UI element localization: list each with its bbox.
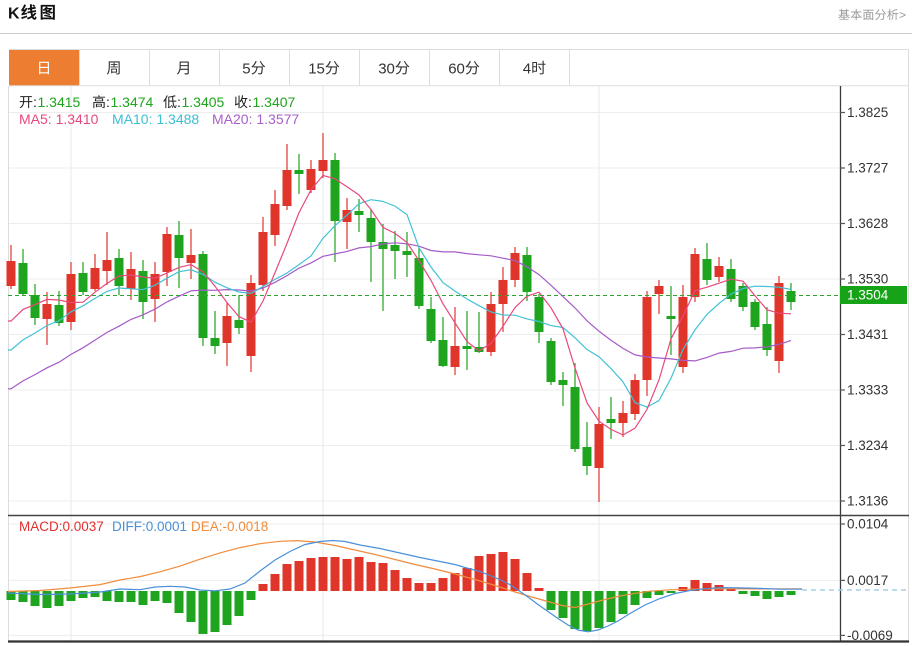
svg-text:1.3825: 1.3825 [847, 105, 888, 120]
svg-text:15: 15 [308, 60, 325, 77]
svg-text:MACD:0.0037: MACD:0.0037 [19, 519, 104, 534]
svg-text:1.3628: 1.3628 [847, 216, 888, 231]
svg-text::: : [177, 94, 181, 110]
svg-text::: : [248, 94, 252, 110]
svg-text:1.3405: 1.3405 [182, 94, 225, 110]
svg-text:1.3136: 1.3136 [847, 494, 888, 509]
svg-text:MA5: 1.3410: MA5: 1.3410 [19, 111, 99, 127]
svg-text:DIFF:0.0001: DIFF:0.0001 [112, 519, 187, 534]
svg-text:1.3431: 1.3431 [847, 327, 888, 342]
svg-text:1.3727: 1.3727 [847, 161, 888, 176]
svg-text:30: 30 [378, 60, 395, 77]
svg-text:4: 4 [523, 60, 531, 77]
svg-text:1.3474: 1.3474 [111, 94, 154, 110]
svg-text:1.3504: 1.3504 [847, 288, 889, 303]
svg-text:5: 5 [242, 60, 250, 77]
svg-text:MA10: 1.3488: MA10: 1.3488 [112, 111, 199, 127]
svg-text:0.0017: 0.0017 [847, 573, 888, 588]
svg-text:1.3333: 1.3333 [847, 383, 888, 398]
svg-text:1.3407: 1.3407 [253, 94, 296, 110]
svg-text::: : [33, 94, 37, 110]
svg-text:K: K [8, 5, 20, 22]
svg-text:60: 60 [448, 60, 465, 77]
svg-text:0.0104: 0.0104 [847, 517, 889, 532]
svg-text:1.3415: 1.3415 [38, 94, 81, 110]
svg-text:1.3530: 1.3530 [847, 272, 888, 287]
svg-text:DEA:-0.0018: DEA:-0.0018 [191, 519, 268, 534]
svg-text:>: > [899, 8, 906, 22]
svg-text::: : [106, 94, 110, 110]
svg-text:-0.0069: -0.0069 [847, 628, 893, 643]
svg-text:1.3234: 1.3234 [847, 438, 889, 453]
svg-text:MA20: 1.3577: MA20: 1.3577 [212, 111, 299, 127]
